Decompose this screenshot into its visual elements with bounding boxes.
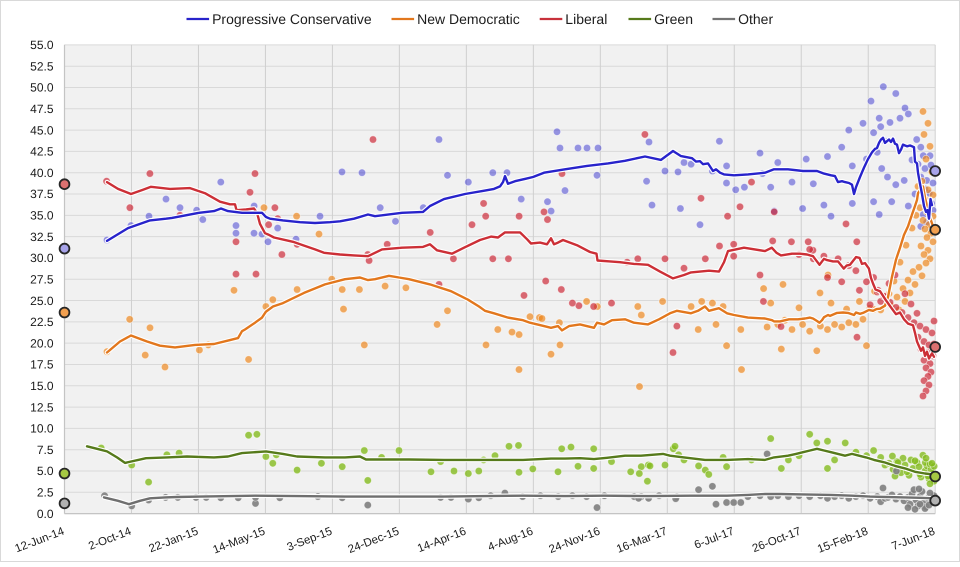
svg-text:17.5: 17.5 — [30, 358, 54, 372]
svg-text:42.5: 42.5 — [30, 145, 54, 159]
svg-text:20.0: 20.0 — [30, 336, 54, 350]
svg-text:50.0: 50.0 — [30, 81, 54, 95]
svg-text:15.0: 15.0 — [30, 379, 54, 393]
svg-text:10.0: 10.0 — [30, 422, 54, 436]
svg-text:Liberal: Liberal — [565, 11, 607, 27]
svg-text:0.0: 0.0 — [37, 507, 54, 521]
svg-text:30.0: 30.0 — [30, 251, 54, 265]
svg-text:55.0: 55.0 — [30, 38, 54, 52]
svg-text:35.0: 35.0 — [30, 209, 54, 223]
svg-text:New Democratic: New Democratic — [417, 11, 520, 27]
svg-text:52.5: 52.5 — [30, 59, 54, 73]
svg-text:22.5: 22.5 — [30, 315, 54, 329]
svg-text:Progressive Conservative: Progressive Conservative — [212, 11, 372, 27]
svg-text:27.5: 27.5 — [30, 272, 54, 286]
svg-text:45.0: 45.0 — [30, 123, 54, 137]
svg-text:12.5: 12.5 — [30, 400, 54, 414]
svg-text:47.5: 47.5 — [30, 102, 54, 116]
svg-text:Green: Green — [654, 11, 693, 27]
svg-text:25.0: 25.0 — [30, 294, 54, 308]
svg-text:5.0: 5.0 — [37, 464, 54, 478]
svg-text:7.5: 7.5 — [37, 443, 54, 457]
svg-text:32.5: 32.5 — [30, 230, 54, 244]
svg-text:Other: Other — [738, 11, 773, 27]
svg-text:2.5: 2.5 — [37, 486, 54, 500]
svg-text:40.0: 40.0 — [30, 166, 54, 180]
svg-text:37.5: 37.5 — [30, 187, 54, 201]
